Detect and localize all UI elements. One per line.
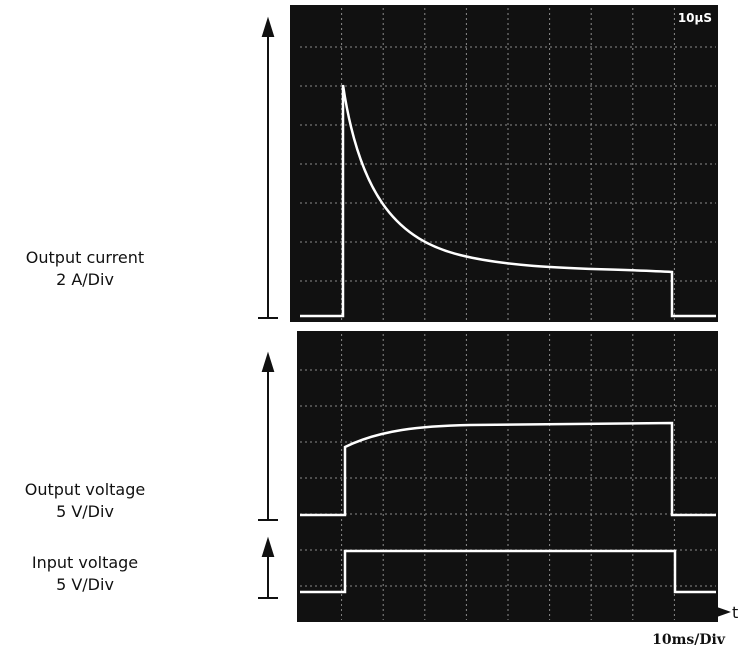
figure: 10μS Output current 2 A/Div Output volta… — [0, 0, 740, 652]
label: 2 A/Div — [56, 270, 114, 289]
page: {"labels": {"output_current": "Output cu… — [0, 0, 740, 656]
label: 5 V/Div — [56, 575, 114, 594]
label: Output voltage — [25, 480, 145, 499]
time-scale: 10ms/Div — [652, 632, 726, 648]
scope-panel-current — [290, 5, 718, 322]
axis-label: t — [732, 603, 738, 622]
label: Output current — [26, 248, 144, 267]
label: Input voltage — [32, 553, 138, 572]
scope-readout: 10μS — [678, 11, 712, 25]
label: 5 V/Div — [56, 502, 114, 521]
